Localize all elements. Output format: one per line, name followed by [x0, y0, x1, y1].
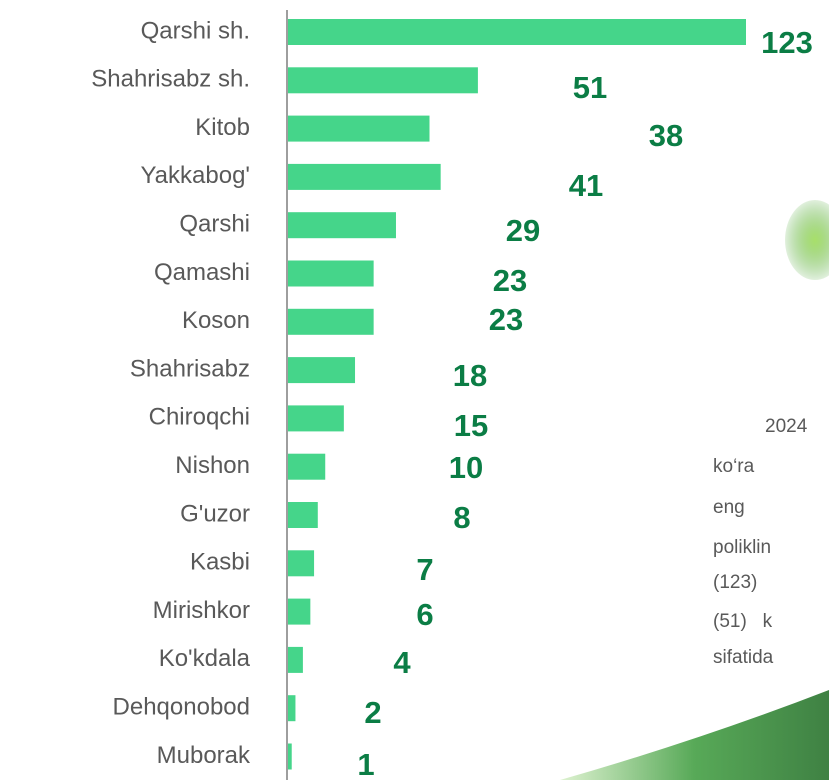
value-label: 2	[364, 695, 381, 730]
bar	[288, 598, 311, 625]
value-label: 10	[449, 450, 483, 485]
value-label: 18	[453, 358, 487, 393]
value-label: 4	[393, 645, 411, 680]
bar	[288, 357, 356, 384]
bar	[288, 550, 315, 577]
value-label: 8	[453, 500, 470, 535]
value-label: 15	[454, 408, 488, 443]
value-label: 7	[416, 552, 433, 587]
category-label: Ko'kdala	[159, 645, 251, 672]
bar	[288, 67, 478, 94]
bar	[288, 695, 296, 722]
annotation-text: 2024	[765, 416, 808, 437]
category-label: Qarshi	[179, 211, 250, 238]
category-label: Dehqonobod	[113, 694, 250, 721]
category-label: Chiroqchi	[149, 404, 250, 431]
bar	[288, 115, 430, 142]
annotation-text: (51) k	[713, 611, 773, 632]
category-label: Kasbi	[190, 549, 250, 576]
category-label: Koson	[182, 307, 250, 334]
category-label: G'uzor	[180, 500, 250, 527]
category-label: Qamashi	[154, 259, 250, 286]
category-label: Muborak	[157, 742, 251, 769]
category-label: Yakkabog'	[140, 162, 250, 189]
bar	[288, 260, 374, 287]
value-label: 51	[573, 70, 607, 105]
value-label: 41	[569, 168, 603, 203]
bar	[288, 743, 292, 770]
bar	[288, 453, 326, 480]
bar	[288, 405, 344, 432]
swoosh-decoration	[560, 690, 829, 780]
category-label: Mirishkor	[153, 597, 250, 624]
bar	[288, 646, 303, 673]
annotation-text: ko‘ra	[713, 456, 755, 477]
value-label: 29	[506, 213, 540, 248]
value-label: 1	[357, 747, 374, 780]
value-label: 6	[416, 597, 433, 632]
value-label: 123	[761, 25, 813, 60]
category-label: Qarshi sh.	[141, 17, 250, 44]
category-label: Kitob	[195, 114, 250, 141]
bar	[288, 19, 746, 45]
category-label: Nishon	[175, 452, 250, 479]
category-label: Shahrisabz sh.	[91, 66, 250, 93]
annotation-text: poliklin	[713, 537, 771, 558]
value-label: 23	[489, 302, 523, 337]
bar	[288, 308, 374, 335]
annotation-text: (123)	[713, 572, 757, 593]
bar	[288, 163, 441, 190]
value-label: 23	[493, 263, 527, 298]
bar	[288, 212, 396, 239]
value-label: 38	[649, 118, 683, 153]
annotation-text: sifatida	[713, 647, 774, 668]
annotation-text: eng	[713, 497, 745, 518]
category-label: Shahrisabz	[130, 355, 250, 382]
leaf-decoration	[785, 200, 829, 280]
bar	[288, 502, 318, 528]
